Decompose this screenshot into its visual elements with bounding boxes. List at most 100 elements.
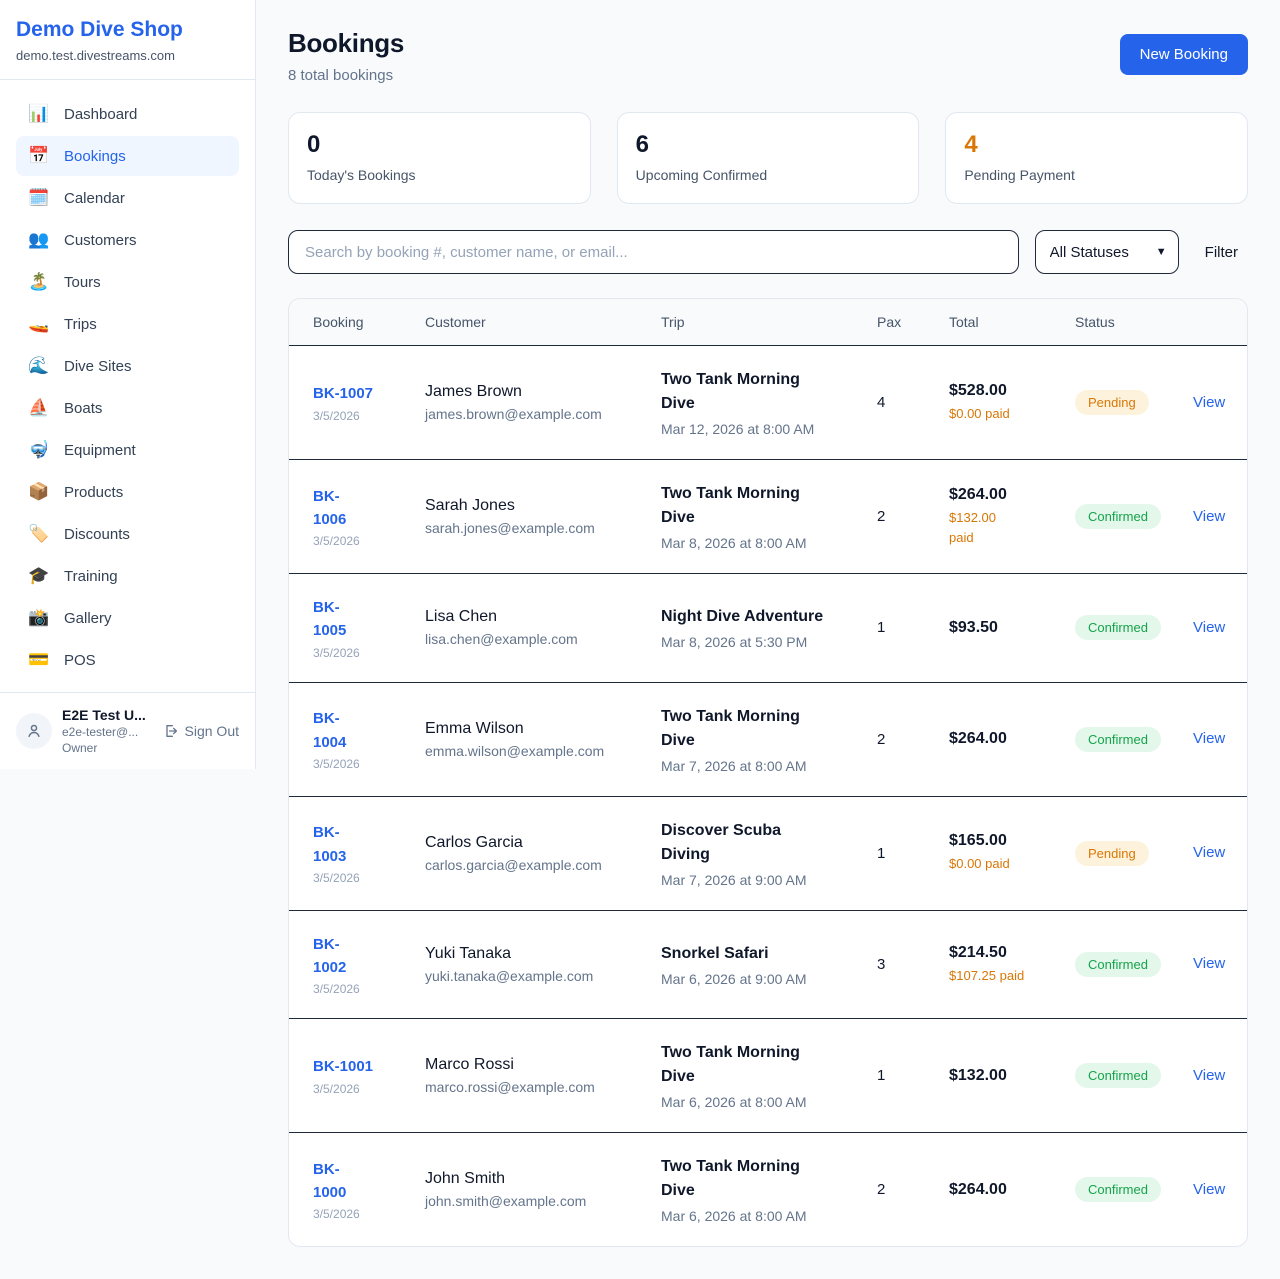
status-badge: Confirmed <box>1075 504 1161 529</box>
table-row: BK- 1002 3/5/2026 Yuki Tanaka yuki.tanak… <box>289 911 1247 1019</box>
customer-email: emma.wilson@example.com <box>425 742 605 759</box>
equipment-mask-icon: 🤿 <box>28 440 50 459</box>
table-row: BK- 1005 3/5/2026 Lisa Chen lisa.chen@ex… <box>289 574 1247 683</box>
user-role: Owner <box>62 741 98 755</box>
pos-card-icon: 💳 <box>28 650 50 669</box>
sidebar: Demo Dive Shop demo.test.divestreams.com… <box>0 0 256 769</box>
booking-id-link[interactable]: BK- 1002 <box>313 935 347 976</box>
trip-datetime: Mar 12, 2026 at 8:00 AM <box>661 421 815 437</box>
sidebar-item-dashboard[interactable]: 📊 Dashboard <box>16 94 239 134</box>
booking-date: 3/5/2026 <box>313 534 360 549</box>
status-select[interactable]: All Statuses <box>1034 230 1179 274</box>
sign-out-label: Sign Out <box>184 723 239 739</box>
sidebar-item-gallery[interactable]: 📸 Gallery <box>16 598 239 638</box>
booking-date: 3/5/2026 <box>313 1081 360 1096</box>
customer-email: yuki.tanaka@example.com <box>425 967 594 984</box>
sidebar-item-bookings[interactable]: 📅 Bookings <box>16 136 239 176</box>
booking-date: 3/5/2026 <box>313 1207 360 1222</box>
view-link[interactable]: View <box>1193 618 1226 636</box>
brand-name[interactable]: Demo Dive Shop <box>16 18 183 41</box>
stat-value: 4 <box>964 131 978 158</box>
booking-id-link[interactable]: BK- 1005 <box>313 599 347 640</box>
boats-sailboat-icon: ⛵ <box>28 398 50 417</box>
table-row: BK- 1003 3/5/2026 Carlos Garcia carlos.g… <box>289 797 1247 911</box>
sidebar-item-label: Bookings <box>64 147 126 165</box>
customer-name: Carlos Garcia <box>425 833 523 851</box>
customer-email: james.brown@example.com <box>425 406 602 422</box>
column-header-pax: Pax <box>877 314 902 330</box>
user-name: E2E Test U... <box>62 707 146 723</box>
products-box-icon: 📦 <box>28 482 50 501</box>
total-amount: $528.00 <box>949 381 1007 399</box>
trip-datetime: Mar 6, 2026 at 9:00 AM <box>661 970 807 987</box>
view-link[interactable]: View <box>1193 955 1226 973</box>
sidebar-item-training[interactable]: 🎓 Training <box>16 556 239 596</box>
trip-datetime: Mar 6, 2026 at 8:00 AM <box>661 1208 807 1224</box>
user-meta: E2E Test U... e2e-tester@... Owner <box>62 707 153 755</box>
booking-id-link[interactable]: BK- 1000 <box>313 1160 347 1201</box>
pax-count: 2 <box>877 508 886 525</box>
discounts-tag-icon: 🏷️ <box>28 524 50 543</box>
view-link[interactable]: View <box>1193 844 1226 861</box>
status-badge: Confirmed <box>1075 1063 1161 1088</box>
status-badge: Pending <box>1075 390 1149 415</box>
booking-id-link[interactable]: BK- 1004 <box>313 710 347 751</box>
pax-count: 4 <box>877 394 886 411</box>
view-link[interactable]: View <box>1193 507 1226 525</box>
sidebar-item-calendar[interactable]: 🗓️ Calendar <box>16 178 239 218</box>
customer-name: Lisa Chen <box>425 608 498 626</box>
stat-card-pending-payment: 4 Pending Payment <box>945 112 1249 204</box>
paid-amount: $0.00 paid <box>949 856 1010 872</box>
total-amount: $93.50 <box>949 618 998 636</box>
stat-label: Upcoming Confirmed <box>635 167 768 183</box>
filter-button[interactable]: Filter <box>1195 244 1248 261</box>
sidebar-item-products[interactable]: 📦 Products <box>16 472 239 512</box>
view-link[interactable]: View <box>1193 1066 1226 1084</box>
booking-id-link[interactable]: BK-1007 <box>313 385 374 403</box>
sidebar-item-trips[interactable]: 🚤 Trips <box>16 304 239 344</box>
trip-datetime: Mar 6, 2026 at 8:00 AM <box>661 1094 807 1110</box>
sidebar-item-customers[interactable]: 👥 Customers <box>16 220 239 260</box>
page-subtitle: 8 total bookings <box>288 67 394 84</box>
booking-id-link[interactable]: BK- 1003 <box>313 824 347 865</box>
stat-value: 0 <box>307 131 321 158</box>
total-amount: $214.50 <box>949 943 1007 961</box>
dive-sites-wave-icon: 🌊 <box>28 356 50 375</box>
status-badge: Confirmed <box>1075 1177 1161 1202</box>
stat-label: Pending Payment <box>964 167 1075 183</box>
total-amount: $165.00 <box>949 832 1007 850</box>
sidebar-nav: 📊 Dashboard 📅 Bookings 🗓️ Calendar 👥 Customers 🏝… <box>0 80 255 692</box>
sidebar-item-label: Dashboard <box>64 105 138 123</box>
sidebar-item-dive-sites[interactable]: 🌊 Dive Sites <box>16 346 239 386</box>
booking-date: 3/5/2026 <box>313 870 360 885</box>
avatar <box>16 713 52 749</box>
sign-out-button[interactable]: Sign Out <box>163 723 239 739</box>
view-link[interactable]: View <box>1193 393 1226 411</box>
sidebar-item-equipment[interactable]: 🤿 Equipment <box>16 430 239 470</box>
trip-datetime: Mar 7, 2026 at 9:00 AM <box>661 871 807 888</box>
sidebar-item-label: Training <box>64 567 118 585</box>
trip-name: Two Tank Morning Dive <box>661 1158 800 1199</box>
user-footer: E2E Test U... e2e-tester@... Owner Sign … <box>0 692 255 769</box>
table-row: BK- 1004 3/5/2026 Emma Wilson emma.wilso… <box>289 683 1247 797</box>
customer-name: John Smith <box>425 1170 506 1187</box>
booking-id-link[interactable]: BK- 1006 <box>313 487 347 528</box>
trip-name: Two Tank Morning Dive <box>661 485 800 526</box>
column-header-total: Total <box>949 314 979 330</box>
sidebar-item-pos[interactable]: 💳 POS <box>16 640 239 680</box>
view-link[interactable]: View <box>1193 1180 1226 1198</box>
search-input[interactable] <box>288 230 1019 274</box>
view-link[interactable]: View <box>1193 730 1226 747</box>
brand-domain: demo.test.divestreams.com <box>16 48 175 63</box>
table-header-row: Booking Customer Trip Pax Total Status <box>289 299 1247 346</box>
customer-name: Yuki Tanaka <box>425 944 511 962</box>
sidebar-item-label: Dive Sites <box>64 357 132 375</box>
booking-id-link[interactable]: BK-1001 <box>313 1058 374 1076</box>
new-booking-button[interactable]: New Booking <box>1119 34 1248 75</box>
sidebar-item-boats[interactable]: ⛵ Boats <box>16 388 239 428</box>
pax-count: 2 <box>877 1181 886 1198</box>
total-amount: $264.00 <box>949 486 1007 503</box>
sidebar-item-discounts[interactable]: 🏷️ Discounts <box>16 514 239 554</box>
sidebar-item-tours[interactable]: 🏝️ Tours <box>16 262 239 302</box>
customers-people-icon: 👥 <box>28 230 50 249</box>
